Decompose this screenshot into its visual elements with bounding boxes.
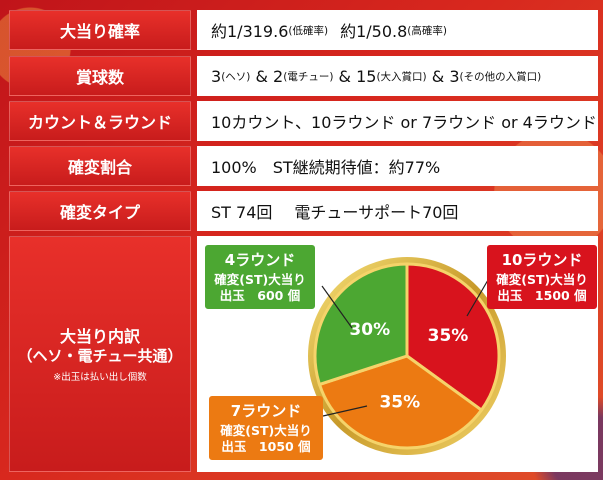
breakdown-note: ※出玉は払い出し個数 bbox=[53, 372, 147, 383]
row-count-round: カウント＆ラウンド 10カウント、10ラウンド or 7ラウンド or 4ラウン… bbox=[9, 101, 598, 141]
prize-balls-value: 3 (ヘソ) & 2 (電チュー) & 15 (大入賞口) & 3 (その他の入賞口) bbox=[197, 56, 598, 96]
callout-7-round-desc: 確変(ST)大当り bbox=[220, 423, 312, 438]
prize-heso: 3 bbox=[211, 66, 222, 86]
probability-value: 約1/319.6 (低確率) 約1/50.8 (高確率) bbox=[197, 10, 598, 50]
high-probability-note: (高確率) bbox=[407, 24, 447, 37]
callout-10-round-desc: 確変(ST)大当り bbox=[496, 272, 588, 287]
row-probability: 大当り確率 約1/319.6 (低確率) 約1/50.8 (高確率) bbox=[9, 10, 598, 50]
callout-7-round-payout: 出玉 1050 個 bbox=[221, 439, 311, 454]
breakdown-title: 大当り内訳 bbox=[59, 327, 140, 346]
callout-10-round-payout: 出玉 1500 個 bbox=[497, 288, 587, 303]
callout-pointer-line bbox=[322, 405, 368, 417]
pie-label-10-round: 35% bbox=[428, 326, 469, 346]
high-probability: 約1/50.8 bbox=[340, 22, 408, 41]
callout-10-round: 10ラウンド 確変(ST)大当り 出玉 1500 個 bbox=[487, 245, 597, 309]
breakdown-label: 大当り内訳 （ヘソ・電チュー共通） ※出玉は払い出し個数 bbox=[9, 236, 191, 472]
callout-4-round-title: 4ラウンド bbox=[224, 251, 296, 269]
breakdown-subtitle: （ヘソ・電チュー共通） bbox=[17, 347, 183, 365]
prize-heso-note: (ヘソ) bbox=[221, 70, 251, 83]
kakuhen-type-value: ST 74回 電チューサポート70回 bbox=[197, 191, 598, 231]
pie-slice-7-round bbox=[317, 354, 484, 450]
row-prize-balls: 賞球数 3 (ヘソ) & 2 (電チュー) & 15 (大入賞口) & 3 (その他の入… bbox=[9, 56, 598, 96]
pie-chart: 35% 35% 30% bbox=[308, 257, 506, 455]
kakuhen-ratio-value: 100% ST継続期待値：約77% bbox=[197, 146, 598, 186]
low-probability: 約1/319.6 bbox=[211, 22, 289, 41]
prize-attacker: & 15 bbox=[338, 66, 377, 86]
callout-4-round-payout: 出玉 600 個 bbox=[219, 288, 301, 303]
prize-denchu-note: (電チュー) bbox=[283, 70, 334, 83]
probability-label: 大当り確率 bbox=[9, 10, 191, 50]
row-breakdown: 大当り内訳 （ヘソ・電チュー共通） ※出玉は払い出し個数 35% 35% 30% 1… bbox=[9, 236, 598, 472]
prize-attacker-note: (大入賞口) bbox=[376, 70, 427, 83]
callout-4-round-desc: 確変(ST)大当り bbox=[214, 272, 306, 287]
prize-denchu: & 2 bbox=[255, 66, 284, 86]
kakuhen-type-label: 確変タイプ bbox=[9, 191, 191, 231]
count-round-label: カウント＆ラウンド bbox=[9, 101, 191, 141]
pie-chart-area: 35% 35% 30% 10ラウンド 確変(ST)大当り 出玉 1500 個 4ラウ… bbox=[197, 236, 598, 472]
callout-7-round: 7ラウンド 確変(ST)大当り 出玉 1050 個 bbox=[209, 396, 323, 460]
row-kakuhen-type: 確変タイプ ST 74回 電チューサポート70回 bbox=[9, 191, 598, 231]
callout-10-round-title: 10ラウンド bbox=[501, 251, 583, 269]
low-probability-note: (低確率) bbox=[288, 24, 329, 37]
count-round-value: 10カウント、10ラウンド or 7ラウンド or 4ラウンド bbox=[197, 101, 598, 141]
kakuhen-ratio-label: 確変割合 bbox=[9, 146, 191, 186]
denchu-support: 電チューサポート70回 bbox=[294, 203, 459, 222]
st-count: ST 74回 bbox=[211, 203, 273, 222]
pie-slice-4-round bbox=[313, 262, 409, 387]
pie-label-4-round: 30% bbox=[349, 320, 390, 340]
callout-pointer-line bbox=[321, 285, 353, 329]
callout-4-round: 4ラウンド 確変(ST)大当り 出玉 600 個 bbox=[205, 245, 315, 309]
callout-7-round-title: 7ラウンド bbox=[230, 402, 302, 420]
prize-other: & 3 bbox=[431, 66, 460, 86]
prize-balls-label: 賞球数 bbox=[9, 56, 191, 96]
pie-label-7-round: 35% bbox=[379, 392, 420, 412]
prize-other-note: (その他の入賞口) bbox=[459, 70, 542, 83]
row-kakuhen-ratio: 確変割合 100% ST継続期待値：約77% bbox=[9, 146, 598, 186]
